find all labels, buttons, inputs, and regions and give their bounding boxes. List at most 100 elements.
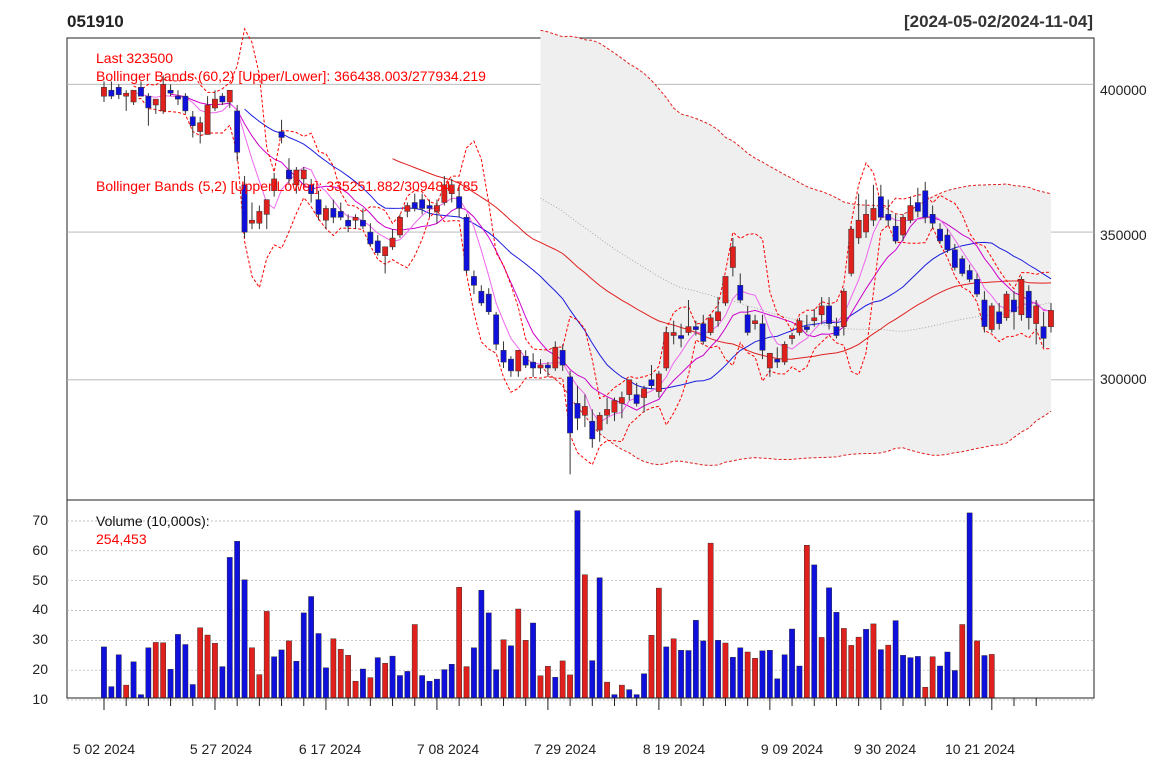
volume-bar [434,678,440,699]
volume-bar [300,612,307,699]
vol-tick-70: 70 [32,512,48,528]
candle-body [1025,290,1032,319]
candle-body [670,332,677,336]
volume-bar [767,650,773,699]
candle-body [263,199,270,215]
volume-bar [471,647,477,699]
candle-body [567,376,573,434]
price-tick-300000: 300000 [1100,371,1147,387]
volume-bar [397,675,403,699]
candle-body [434,205,440,212]
volume-bar [493,669,500,699]
volume-bar [130,661,137,699]
candle-body [811,317,818,322]
candle-body [655,373,662,392]
volume-bar [670,638,677,699]
volume-bar [256,674,263,699]
volume-bar [508,645,514,699]
candle-body [722,276,729,304]
candle-body [167,89,174,94]
candle-body [182,95,189,112]
volume-bar [115,654,122,699]
candle-body [389,237,396,248]
volume-bar [463,666,470,699]
volume-bar [744,651,751,699]
price-tick-400000: 400000 [1100,82,1147,98]
volume-last-value: 254,453 [96,531,147,547]
volume-bar [863,629,869,699]
volume-bar [145,647,152,699]
candle-body [833,326,840,336]
last-price-label: Last 323500 [96,50,173,66]
candle-body [145,95,152,109]
candle-body [618,397,625,404]
volume-bar [841,628,847,699]
candle-body [707,317,714,333]
volume-bar [138,694,144,699]
candle-body [996,311,1003,324]
volume-bars [101,510,995,699]
candle-body [870,208,877,221]
vol-tick-60: 60 [32,542,48,558]
candle-body [471,276,477,286]
volume-bar [278,649,285,699]
candle-body [204,104,211,135]
x-ticks [103,698,1037,710]
candle-body [382,246,389,256]
volume-bar [737,647,744,699]
x-label-2: 6 17 2024 [299,741,361,757]
candle-body [300,169,307,180]
volume-bar [308,596,315,699]
candle-body [226,89,233,103]
x-label-1: 5 27 2024 [190,741,252,757]
candle-body [944,234,951,251]
volume-bar [537,675,544,699]
volume-bar [707,542,714,699]
volume-bar [730,657,736,699]
volume-bar [678,650,684,699]
volume-bar [323,667,329,699]
x-label-5: 8 19 2024 [643,741,705,757]
candle-body [404,205,411,212]
volume-bar [204,634,211,699]
candle-body [138,87,144,97]
volume-bar [448,664,455,699]
candle-body [663,332,670,369]
candle-body [937,228,943,242]
volume-bar [382,663,389,699]
candle-body [752,320,758,324]
x-label-0: 5 02 2024 [73,741,135,757]
volume-bar [574,510,581,699]
volume-bar [441,669,448,699]
volume-bar [870,623,877,699]
volume-bar [189,684,196,699]
candle-body [907,205,914,221]
candle-body [544,364,551,369]
candle-body [840,290,847,327]
candle-body [1018,279,1025,316]
volume-bar [611,694,618,699]
candle-body [892,225,899,242]
volume-bar [293,661,300,699]
volume-bar [892,620,899,699]
candle-body [189,116,196,126]
candle-body [685,326,692,333]
candle-body [729,246,736,268]
candle-body [219,95,226,103]
volume-bar [197,627,204,699]
candle-body [456,196,463,209]
candle-body [981,299,988,327]
bb5-band [133,27,1052,466]
candle-body [515,350,522,372]
volume-bar [944,651,951,699]
volume-bar [315,633,322,699]
candle-body [101,87,107,97]
volume-bar [900,655,906,699]
candle-body [877,196,884,218]
candle-body [448,184,455,194]
candle-body [633,394,640,404]
candle-body [744,314,751,333]
candle-body [596,415,603,431]
volume-bar [271,656,278,699]
